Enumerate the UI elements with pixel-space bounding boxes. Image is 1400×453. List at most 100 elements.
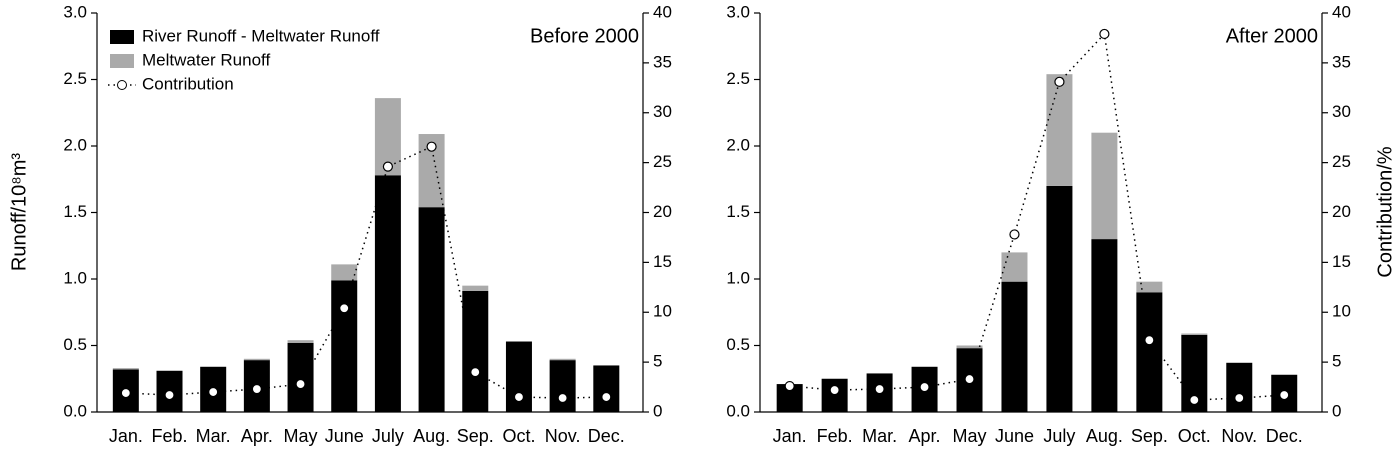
y-tick-label: 0.5 [63,335,87,354]
y-tick-label: 2.5 [63,69,87,88]
y2-tick-label: 5 [653,352,662,371]
y2-tick-label: 20 [653,202,672,221]
y2-tick-label: 0 [1332,401,1341,420]
x-tick-label: Aug. [413,426,450,446]
x-tick-label: Sep. [457,426,494,446]
bar [1001,281,1028,412]
y-tick-label: 0.0 [63,401,87,420]
y-tick-label: 0.0 [726,401,750,420]
bar [1046,185,1073,412]
line [125,145,607,399]
x-tick-label: Feb. [817,426,853,446]
bar [1091,239,1118,412]
point [784,380,795,392]
y-tick-label: 3.0 [726,2,750,21]
bar [374,175,401,412]
point [339,303,350,314]
y2-tick-label: 30 [653,102,672,121]
bar [956,345,983,349]
x-tick-label: Apr. [909,426,941,446]
x-tick-label: July [372,426,404,446]
point [1234,392,1245,404]
y2-tick-label: 0 [653,401,662,420]
legend-marker [117,80,127,90]
x-tick-label: Dec. [588,426,625,446]
bar [331,280,358,412]
point [382,161,394,172]
point [513,391,525,403]
point [919,381,930,393]
y-axis-label: Runoff/10⁸m³ [8,153,30,271]
bar [821,378,848,412]
bar [549,358,576,361]
y2-tick-label: 10 [653,302,672,321]
bar [331,264,358,281]
x-tick-label: Oct. [502,426,535,446]
legend-label: Meltwater Runoff [142,50,270,69]
x-tick-label: Feb. [151,426,187,446]
x-tick-label: Dec. [1266,426,1303,446]
point [964,373,975,385]
x-tick-label: Apr. [241,426,273,446]
bar [287,340,314,343]
y-tick-label: 1.0 [726,268,750,287]
bar [243,358,270,361]
bar [287,342,314,412]
x-tick-label: Aug. [1086,426,1123,446]
x-tick-label: May [284,426,318,446]
point [601,391,612,403]
x-tick-label: June [325,426,364,446]
y2-tick-label: 30 [1332,102,1351,121]
bar [462,290,489,412]
y2-tick-label: 20 [1332,202,1351,221]
point [295,378,306,390]
y2-tick-label: 35 [653,52,672,71]
y2-tick-label: 25 [1332,152,1351,171]
x-tick-label: Oct. [1178,426,1211,446]
point [1189,394,1200,406]
point [874,383,885,395]
bar [1226,362,1253,412]
y2-tick-label: 15 [1332,252,1351,271]
y-tick-label: 0.5 [726,335,750,354]
point [470,367,481,378]
bar [1136,292,1163,412]
x-tick-label: Nov. [1221,426,1257,446]
bar [1046,74,1073,186]
point [120,387,131,399]
point [1054,76,1065,87]
bar [112,368,139,370]
annotation: After 2000 [1226,25,1318,47]
x-tick-label: Sep. [1131,426,1168,446]
y-tick-label: 1.0 [63,268,87,287]
legend-swatch [110,30,134,44]
point [557,392,568,404]
x-tick-label: Jan. [109,426,143,446]
y2-tick-label: 25 [653,152,672,171]
bar [418,207,445,412]
point [251,383,262,395]
x-tick-label: Jan. [773,426,807,446]
point [1144,335,1155,346]
y2-tick-label: 5 [1332,352,1341,371]
y2-tick-label: 15 [653,252,672,271]
point [164,389,175,401]
bar [1136,281,1163,293]
bar [593,365,620,412]
point [1099,28,1110,40]
annotation: Before 2000 [530,25,639,47]
x-tick-label: Mar. [196,426,231,446]
line [789,32,1285,401]
y2-tick-label: 40 [653,2,672,21]
y2-tick-label: 40 [1332,2,1351,21]
y2-tick-label: 35 [1332,52,1351,71]
x-tick-label: May [953,426,987,446]
x-tick-label: June [995,426,1034,446]
bar [1091,132,1118,240]
bar [549,360,576,412]
bar [1001,252,1028,282]
x-tick-label: July [1043,426,1075,446]
x-tick-label: Nov. [545,426,581,446]
bar [1181,333,1208,335]
